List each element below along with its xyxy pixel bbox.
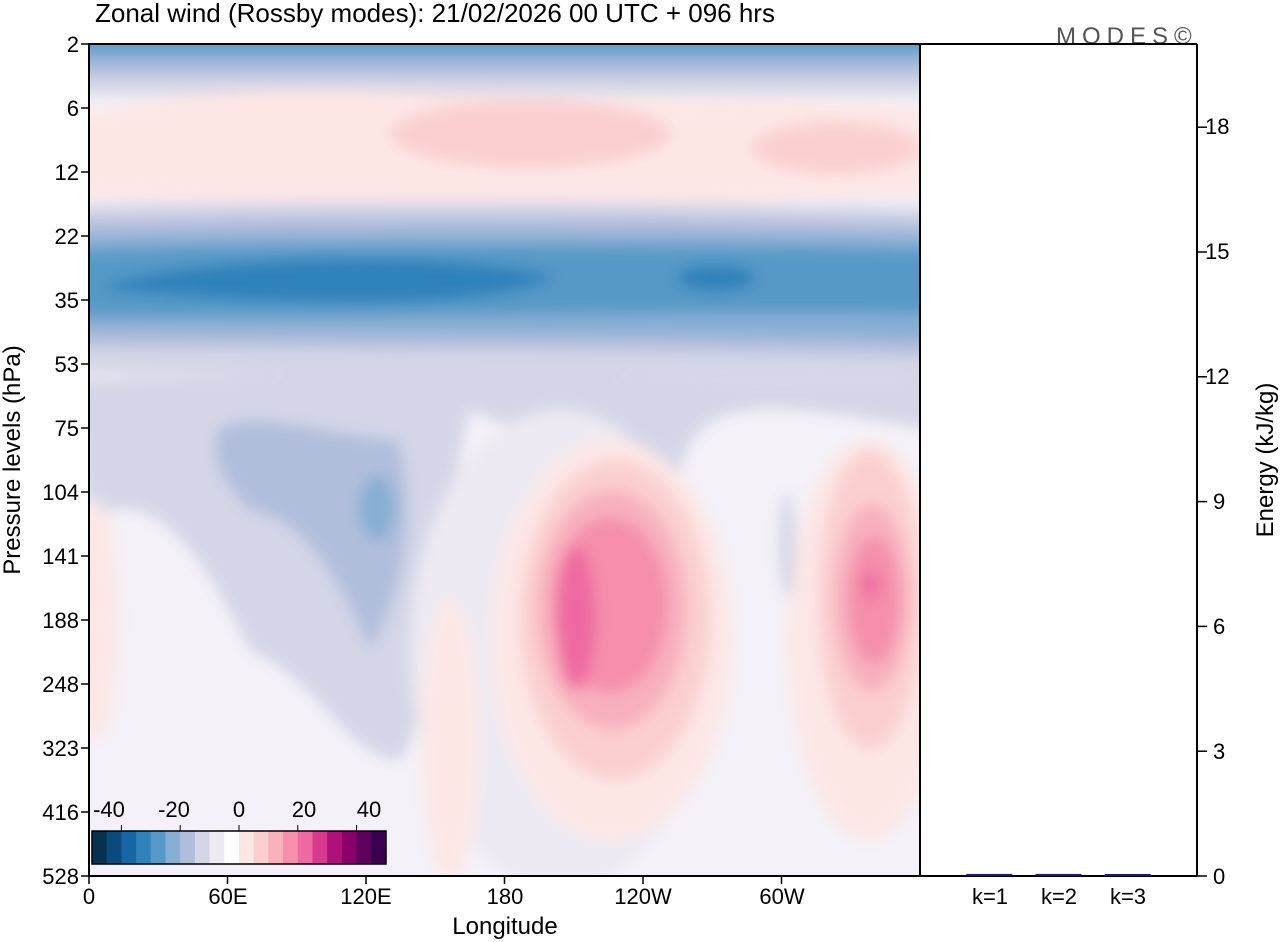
ytick-label: 53 (55, 352, 79, 377)
x-axis-title: Longitude (452, 913, 557, 940)
colorbar-swatch (239, 831, 255, 864)
energy-tick-label: 18 (1205, 114, 1229, 139)
colorbar-swatch (283, 831, 299, 864)
westerly-east-core (863, 569, 879, 601)
colorbar-swatch (253, 831, 269, 864)
ytick-label: 248 (42, 672, 79, 697)
ytick-label: 6 (67, 96, 79, 121)
colorbar-swatch (268, 831, 284, 864)
colorbar-swatch (165, 831, 181, 864)
ytick-label: 75 (55, 416, 79, 441)
colorbar-swatch (180, 831, 196, 864)
pressure-axis: 2 6 12 22 35 53 75 104 141 188 248 323 4… (42, 32, 89, 889)
ytick-label: 188 (42, 608, 79, 633)
colorbar-swatch (356, 831, 372, 864)
colorbar-swatch (106, 831, 122, 864)
ytick-label: 22 (55, 224, 79, 249)
westerly-east-4 (848, 536, 900, 664)
ytick-label: 141 (42, 544, 79, 569)
colorbar-tick-label: 20 (292, 797, 316, 822)
energy-bar (966, 873, 1013, 876)
chart-title: Zonal wind (Rossby modes): 21/02/2026 00… (95, 0, 775, 28)
easterly-max (359, 476, 395, 540)
ytick-label: 12 (55, 160, 79, 185)
colorbar-swatch (92, 831, 108, 864)
colorbar-swatch (371, 831, 387, 864)
colorbar-tick-label: -20 (158, 797, 190, 822)
colorbar-swatch (136, 831, 152, 864)
energy-category-label: k=2 (1041, 884, 1077, 909)
west-edge-westerly-pale (422, 600, 478, 876)
longitude-axis: 0 60E 120E 180 120W 60W (83, 876, 805, 909)
colorbar: -40 -20 0 20 40 (91, 797, 387, 865)
energy-tick-label: 15 (1205, 239, 1229, 264)
xtick-label: 60E (208, 884, 247, 909)
energy-tick-label: 6 (1213, 614, 1225, 639)
colorbar-swatch (194, 831, 211, 864)
energy-tick-label: 9 (1213, 489, 1225, 514)
xtick-label: 180 (487, 884, 524, 909)
jet-core (108, 258, 556, 303)
colorbar-swatch (341, 831, 358, 864)
energy-axis-title: Energy (kJ/kg) (1252, 383, 1279, 538)
colorbar-swatch (121, 831, 137, 864)
energy-tick-label: 3 (1213, 739, 1225, 764)
easterly-core (215, 421, 408, 650)
colorbar-swatch (150, 831, 166, 864)
energy-category-label: k=1 (972, 884, 1008, 909)
colorbar-tick-label: 0 (233, 797, 245, 822)
energy-bar (1104, 874, 1151, 876)
ytick-label: 528 (42, 864, 79, 889)
contour-field (89, 44, 920, 876)
energy-tick-label: 0 (1213, 864, 1225, 889)
energy-category-label: k=3 (1110, 884, 1146, 909)
west-edge-westerly (89, 500, 118, 740)
westerly-blob-40w (752, 122, 920, 174)
xtick-label: 120E (340, 884, 391, 909)
y-axis-title: Pressure levels (hPa) (0, 345, 26, 574)
energy-tick-label: 12 (1205, 364, 1229, 389)
westerly-large-core (556, 546, 596, 690)
ytick-label: 416 (42, 800, 79, 825)
jet-core-east (676, 265, 756, 291)
colorbar-tick-label: -40 (93, 797, 125, 822)
ytick-label: 104 (42, 480, 79, 505)
colorbar-swatch (297, 831, 313, 864)
modes-watermark: MODES© (1056, 23, 1198, 50)
ytick-label: 35 (55, 288, 79, 313)
ytick-label: 2 (67, 32, 79, 57)
westerly-blob-180 (390, 100, 670, 168)
xtick-label: 60W (759, 884, 804, 909)
colorbar-swatch (209, 831, 225, 864)
colorbar-tick-label: 40 (357, 797, 381, 822)
ytick-label: 323 (42, 736, 79, 761)
xtick-label: 120W (614, 884, 672, 909)
energy-bar (1035, 873, 1082, 876)
xtick-label: 0 (83, 884, 95, 909)
weak-easterly-pocket (779, 493, 795, 597)
energy-panel: 0 3 6 9 12 15 18 k=1 k=2 k=3 Energy (kJ/… (920, 43, 1279, 909)
upper-band-4 (89, 44, 920, 50)
colorbar-swatch (327, 831, 343, 864)
colorbar-swatch (312, 831, 328, 864)
colorbar-swatch (224, 831, 240, 864)
